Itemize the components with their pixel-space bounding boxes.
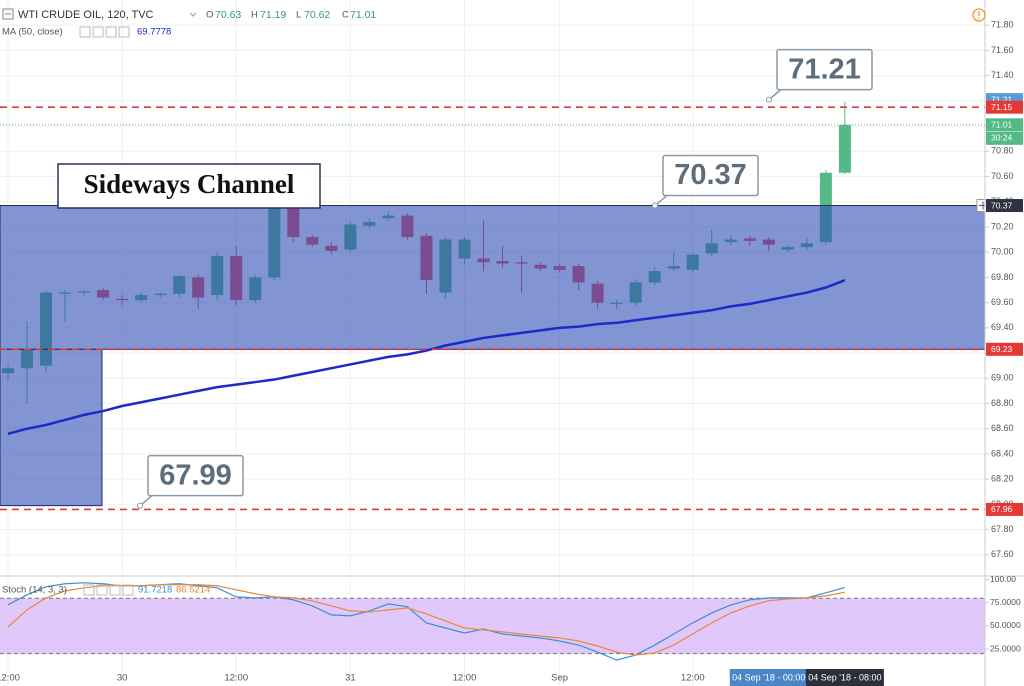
moving-average [7,279,846,435]
countdown-label: 30:24 [991,133,1013,143]
indicator-tick-label: 50.0000 [990,620,1021,630]
more-icon[interactable] [122,584,134,596]
eye-icon[interactable] [79,26,91,38]
y-tick-label: 69.00 [991,373,1014,383]
indicator-value: 91.7218 [138,585,172,596]
price-marker-label: 70.37 [991,200,1013,210]
more-icon[interactable] [118,26,130,38]
y-tick-label: 69.80 [991,272,1014,282]
x-tick-label: 12:00 [681,673,705,684]
callout-box [147,454,244,497]
dropdown-icon[interactable] [189,12,197,17]
y-tick-label: 68.60 [991,423,1014,433]
y-tick-label: 70.00 [991,247,1014,257]
ohlc-value: 70.63 [215,9,241,21]
callout-box [662,154,759,197]
y-tick-label: 71.60 [991,45,1014,55]
y-tick-label: 71.80 [991,20,1014,30]
collapse-icon[interactable] [2,8,14,20]
indicator-tick-label: 100.00 [990,574,1016,584]
y-tick-label: 69.60 [991,297,1014,307]
indicator-title: Stoch (14, 3, 3) [2,585,67,596]
symbol-title: WTI CRUDE OIL, 120, TVC [18,9,154,21]
range-rectangle [0,348,103,507]
ohlc-label: C [342,10,349,21]
y-tick-label: 70.20 [991,221,1014,231]
x-tick-label: 12:00 [453,673,477,684]
price-marker-label: 67.96 [991,504,1013,514]
annotation-box [57,163,321,209]
price-marker-label: 71.21 [991,94,1013,104]
price-marker [986,342,1023,356]
y-tick-label: 71.40 [991,70,1014,80]
settings-icon[interactable] [92,26,104,38]
indicator-tick-label: 75.0000 [990,597,1021,607]
eye-icon[interactable] [83,584,95,596]
alert-icon[interactable] [972,8,986,22]
alert-icon-dot [978,17,980,20]
price-marker [986,100,1023,114]
x-marker-label: 04 Sep '18 - 08:00 [808,672,881,682]
annotation-label: Sideways Channel [84,169,295,199]
x-tick-label: 30 [117,673,128,684]
price-marker [986,199,1023,213]
y-tick-label: 68.80 [991,398,1014,408]
ohlc-value: 71.19 [260,9,286,21]
price-marker [986,118,1023,132]
ma-value: 69.7778 [137,27,171,38]
x-tick-label: 12:00 [224,673,248,684]
drawings: 71.21 70.37 67.99 Sideways Channel [0,48,990,511]
close-icon[interactable] [105,26,117,38]
x-tick-label: 12:00 [0,673,20,684]
x-marker-background [729,669,808,686]
candle-body [838,124,851,173]
callout-label: 67.99 [159,459,232,491]
y-tick-label: 70.80 [991,146,1014,156]
price-marker-label: 71.15 [991,102,1013,112]
indicator-tick-label: 25.0000 [990,643,1021,653]
y-tick-label: 68.40 [991,448,1014,458]
legend: WTI CRUDE OIL, 120, TVC O 70.63 H 71.19 … [2,8,986,596]
channel-rectangle [0,205,986,350]
ohlc-label: H [251,10,258,21]
indicator-line [7,584,845,656]
indicator-value: 86.5214 [176,585,210,596]
y-tick-label: 69.40 [991,322,1014,332]
y-tick-label: 68.20 [991,474,1014,484]
ohlc-label: L [296,10,301,21]
callout-anchor [652,202,658,209]
price-marker [986,502,1023,516]
ohlc-value: 71.01 [350,9,376,21]
callout-box [776,48,873,91]
x-marker-background [805,669,884,686]
countdown-marker [986,131,1023,145]
callout-anchor [766,96,772,103]
close-icon[interactable] [109,584,121,596]
settings-icon[interactable] [96,584,108,596]
price-marker-label: 69.23 [991,344,1013,354]
y-tick-label: 67.60 [991,549,1014,559]
indicator-band [0,598,985,654]
ohlc-value: 70.62 [304,9,330,21]
x-marker-label: 04 Sep '18 - 00:00 [732,672,805,682]
price-marker-label: 71.01 [991,120,1013,130]
callout-anchor [137,502,143,509]
indicator-pane [0,582,985,661]
x-tick-label: Sep [551,673,568,684]
ma-title: MA (50, close) [2,27,63,38]
callout-label: 71.21 [788,53,861,85]
y-tick-label: 70.60 [991,171,1014,181]
y-tick-label: 67.80 [991,524,1014,534]
ohlc-label: O [206,10,213,21]
callout-label: 70.37 [674,159,747,191]
x-tick-label: 31 [345,673,356,684]
